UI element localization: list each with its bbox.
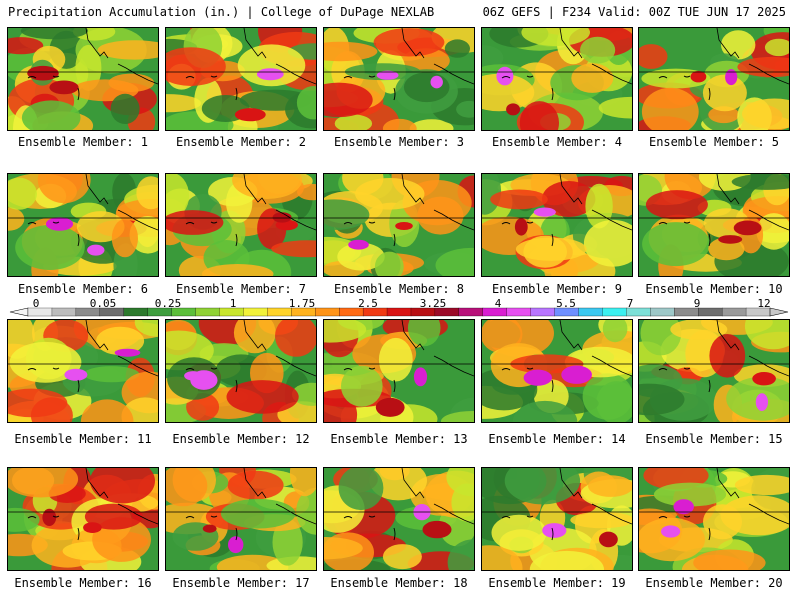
ensemble-member-map <box>638 27 790 131</box>
member-caption: Ensemble Member: 11 <box>14 432 152 446</box>
scale-swatch <box>386 307 412 317</box>
color-scale-bar <box>9 307 789 317</box>
member-caption: Ensemble Member: 18 <box>330 576 468 590</box>
ensemble-member-map <box>481 467 633 571</box>
member-caption: Ensemble Member: 4 <box>491 135 623 149</box>
scale-swatch <box>602 307 627 317</box>
member-caption: Ensemble Member: 2 <box>175 135 307 149</box>
ensemble-member-map <box>481 319 633 423</box>
member-caption: Ensemble Member: 5 <box>648 135 780 149</box>
scale-tick-label: 1.75 <box>288 297 316 310</box>
scale-swatch <box>506 307 532 317</box>
member-caption: Ensemble Member: 3 <box>333 135 465 149</box>
scale-swatch <box>530 307 556 317</box>
scale-tick-label: 5.5 <box>556 297 576 310</box>
member-caption: Ensemble Member: 12 <box>172 432 310 446</box>
ensemble-member-map <box>638 173 790 277</box>
scale-tick-label: 9 <box>693 297 701 310</box>
ensemble-member-map <box>481 173 633 277</box>
map-title: Precipitation Accumulation (in.) | Colle… <box>8 5 435 19</box>
scale-tick-label: 3.25 <box>419 297 447 310</box>
scale-swatch <box>721 307 747 317</box>
ensemble-member-map <box>323 27 475 131</box>
scale-swatch <box>243 307 268 317</box>
member-caption: Ensemble Member: 19 <box>488 576 626 590</box>
scale-swatch <box>650 307 675 317</box>
ensemble-member-map <box>323 173 475 277</box>
member-caption: Ensemble Member: 14 <box>488 432 626 446</box>
member-caption: Ensemble Member: 13 <box>330 432 468 446</box>
ensemble-member-map <box>323 319 475 423</box>
ensemble-member-map <box>638 467 790 571</box>
scale-swatch <box>51 307 77 317</box>
scale-tick-label: 0 <box>32 297 40 310</box>
member-caption: Ensemble Member: 15 <box>645 432 783 446</box>
scale-tick-label: 2.5 <box>358 297 378 310</box>
ensemble-member-map <box>7 467 159 571</box>
scale-max-arrow <box>769 307 789 317</box>
scale-tick-label: 7 <box>626 297 634 310</box>
member-caption: Ensemble Member: 17 <box>172 576 310 590</box>
ensemble-member-map <box>7 173 159 277</box>
ensemble-member-map <box>165 173 317 277</box>
ensemble-member-map <box>7 319 159 423</box>
ensemble-member-map <box>165 27 317 131</box>
scale-swatch <box>698 307 723 317</box>
member-caption: Ensemble Member: 9 <box>491 282 623 296</box>
scale-swatch <box>195 307 220 317</box>
run-info: 06Z GEFS | F234 Valid: 00Z TUE JUN 17 20… <box>482 5 786 19</box>
ensemble-member-map <box>481 27 633 131</box>
ensemble-member-map <box>165 319 317 423</box>
scale-tick-label: 12 <box>757 297 771 310</box>
ensemble-member-map <box>7 27 159 131</box>
member-caption: Ensemble Member: 7 <box>175 282 307 296</box>
scale-tick-label: 1 <box>229 297 237 310</box>
ensemble-member-map <box>638 319 790 423</box>
scale-min-arrow <box>9 307 29 317</box>
scale-tick-label: 0.05 <box>89 297 117 310</box>
ensemble-member-map <box>165 467 317 571</box>
ensemble-member-map <box>323 467 475 571</box>
member-caption: Ensemble Member: 8 <box>333 282 465 296</box>
scale-tick-label: 0.25 <box>154 297 182 310</box>
scale-swatch <box>315 307 340 317</box>
member-caption: Ensemble Member: 16 <box>14 576 152 590</box>
member-caption: Ensemble Member: 1 <box>17 135 149 149</box>
scale-swatch <box>458 307 484 317</box>
scale-swatch <box>27 307 53 317</box>
member-caption: Ensemble Member: 6 <box>17 282 149 296</box>
member-caption: Ensemble Member: 10 <box>645 282 783 296</box>
scale-swatch <box>123 307 149 317</box>
member-caption: Ensemble Member: 20 <box>645 576 783 590</box>
scale-tick-label: 4 <box>494 297 502 310</box>
scale-swatch <box>578 307 603 317</box>
